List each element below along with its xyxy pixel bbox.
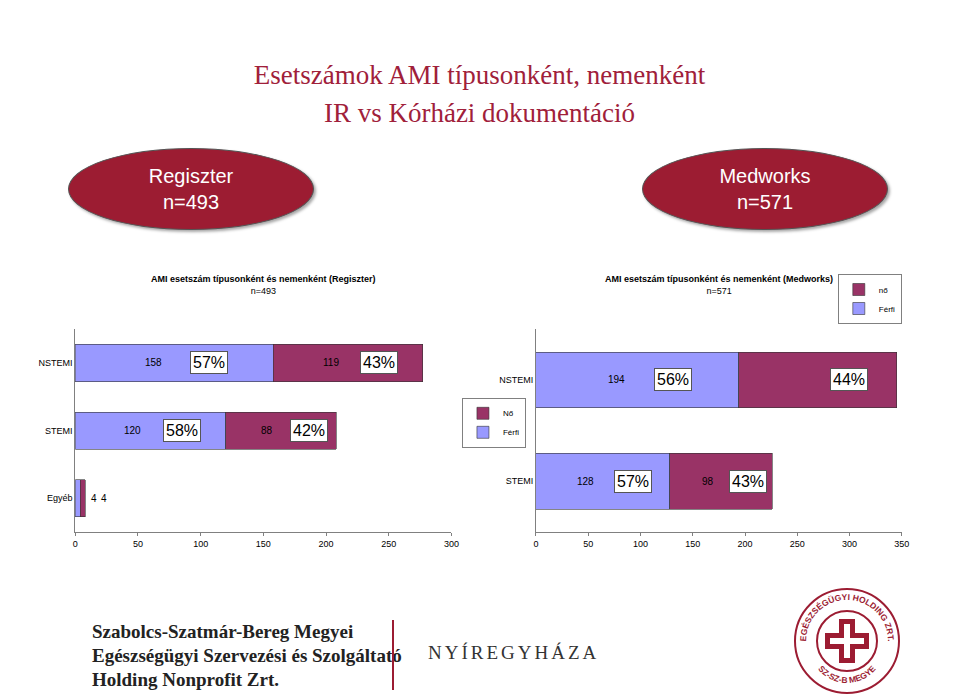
html-text:Esetszámok AMI típusonként, ne: Esetszámok AMI típusonként, nemenként: [253, 60, 706, 90]
svg-text:150: 150: [256, 539, 271, 549]
svg-text:200: 200: [319, 539, 334, 549]
svg-text:200: 200: [738, 539, 753, 549]
svg-text:350: 350: [894, 539, 909, 549]
svg-text:43%: 43%: [363, 354, 395, 371]
svg-text:Egyéb: Egyéb: [47, 493, 73, 503]
html-text:n=493: n=493: [162, 191, 220, 213]
html-text:Szabolcs-Szatmár-Bereg Megyei: Szabolcs-Szatmár-Bereg Megyei: [92, 621, 354, 642]
svg-text:Férfi: Férfi: [503, 428, 519, 437]
svg-text:AMI esetszám típusonként és ne: AMI esetszám típusonként és nemenként (R…: [151, 274, 376, 296]
svg-text:50: 50: [583, 539, 593, 549]
svg-text:57%: 57%: [193, 354, 225, 371]
svg-text:STEMI: STEMI: [45, 426, 73, 436]
svg-text:250: 250: [381, 539, 396, 549]
svg-text:50: 50: [133, 539, 143, 549]
svg-text:58%: 58%: [166, 422, 198, 439]
svg-text:300: 300: [444, 539, 459, 549]
svg-text:4: 4: [91, 493, 97, 504]
html-text:IR vs Kórházi dokumentáció: IR vs Kórházi dokumentáció: [323, 98, 636, 128]
svg-text:4: 4: [101, 493, 107, 504]
svg-text:STEMI: STEMI: [506, 476, 534, 486]
svg-text:88: 88: [261, 425, 273, 436]
html-text:NYÍREGYHÁZA: NYÍREGYHÁZA: [428, 642, 600, 663]
svg-text:42%: 42%: [293, 422, 325, 439]
svg-text:158: 158: [145, 357, 162, 368]
svg-text:56%: 56%: [657, 371, 689, 388]
svg-text:EGÉSZSÉGÜGYI HOLDING ZRT.: EGÉSZSÉGÜGYI HOLDING ZRT.: [798, 592, 896, 642]
svg-text:43%: 43%: [732, 473, 764, 490]
svg-text:128: 128: [577, 476, 594, 487]
html-text:Regiszter: Regiszter: [148, 165, 234, 187]
svg-text:NSTEMI: NSTEMI: [38, 358, 72, 368]
svg-text:NSTEMI: NSTEMI: [499, 375, 533, 385]
svg-text:Férfi: Férfi: [879, 305, 895, 314]
html-text:n=571: n=571: [736, 191, 794, 213]
svg-text:0: 0: [73, 539, 78, 549]
svg-text:150: 150: [685, 539, 700, 549]
svg-text:100: 100: [193, 539, 208, 549]
svg-text:Nő: Nő: [503, 409, 514, 418]
svg-text:AMI esetszám típusonként és ne: AMI esetszám típusonként és nemenként (M…: [605, 274, 833, 296]
svg-text:119: 119: [323, 357, 339, 368]
svg-text:250: 250: [790, 539, 805, 549]
svg-text:194: 194: [608, 374, 625, 385]
html-text:Egészségügyi Szervezési és Szo: Egészségügyi Szervezési és Szolgáltató: [92, 645, 402, 666]
html-text:Holding Nonprofit Zrt.: Holding Nonprofit Zrt.: [92, 669, 279, 690]
svg-text:100: 100: [633, 539, 648, 549]
svg-text:120: 120: [124, 425, 141, 436]
svg-text:nő: nő: [879, 286, 888, 295]
svg-text:0: 0: [533, 539, 538, 549]
svg-text:300: 300: [842, 539, 857, 549]
svg-text:57%: 57%: [617, 473, 649, 490]
svg-text:98: 98: [702, 476, 714, 487]
html-text:Medworks: Medworks: [719, 165, 811, 187]
svg-text:44%: 44%: [833, 371, 865, 388]
svg-text:SZ-SZ-B MEGYE: SZ-SZ-B MEGYE: [816, 663, 877, 685]
